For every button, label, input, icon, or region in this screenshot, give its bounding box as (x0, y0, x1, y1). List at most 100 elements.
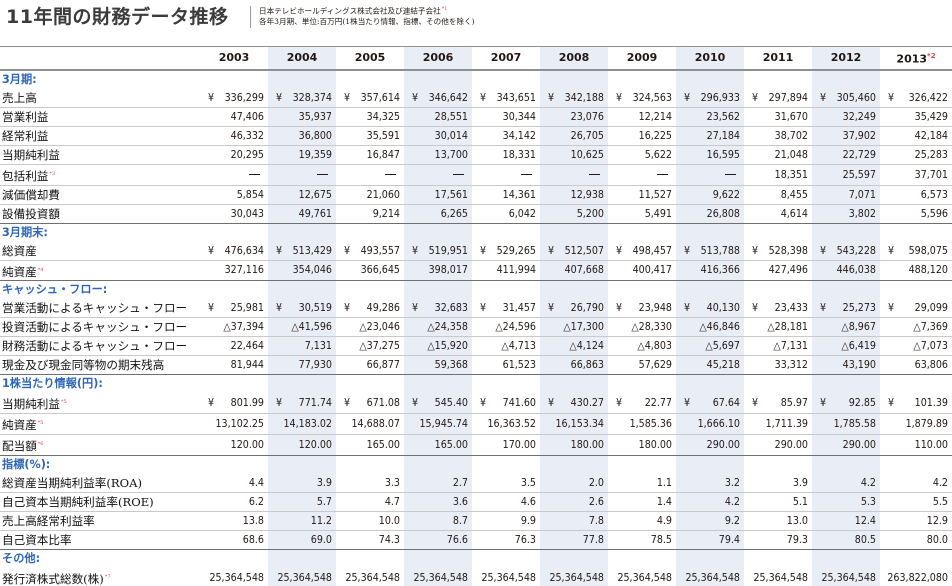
cell-value: 290.00 (706, 439, 740, 452)
row-label: 営業活動によるキャッシュ・フロー (0, 299, 200, 319)
table-cell: ¥343,651 (472, 88, 540, 108)
table-cell: ¥101.39 (880, 393, 952, 415)
table-cell: 411,994 (472, 260, 540, 282)
cell-value: 343,651 (496, 91, 536, 104)
cell-value: 26,705 (570, 129, 604, 142)
cell-value: 31,670 (774, 110, 808, 123)
cell-value: 18,351 (774, 168, 808, 181)
page-header: 11年間の財務データ推移 日本テレビホールディングス株式会社及び連結子会社*1 … (0, 0, 952, 46)
cell-value: 30,344 (502, 110, 536, 123)
page-subtitle: 日本テレビホールディングス株式会社及び連結子会社*1 各年3月期、単位:百万円(… (259, 4, 475, 27)
table-cell: 3.9 (744, 473, 812, 493)
table-cell: 5,622 (608, 145, 676, 165)
yen-symbol: ¥ (752, 397, 759, 410)
table-cell: 12,938 (540, 185, 608, 205)
cell-value: 327,116 (224, 264, 264, 277)
financial-data-table: 2003 2004 2005 2006 2007 2008 2009 2010 2011 2012… (0, 45, 952, 586)
cell-value: 2.6 (588, 495, 604, 508)
table-cell: ¥801.99 (200, 393, 268, 415)
row-label: 経常利益 (0, 126, 200, 146)
cell-value: 398,017 (428, 264, 468, 277)
table-cell: 68.6 (200, 530, 268, 550)
row-label-text: 経常利益 (2, 128, 49, 143)
table-cell: 26,705 (540, 126, 608, 146)
table-cell: ¥476,634 (200, 241, 268, 261)
year-header: 2004 (268, 45, 336, 71)
row-label-text: 設備投資額 (2, 206, 60, 221)
table-cell: 3,802 (812, 204, 880, 224)
table-cell: 398,017 (404, 260, 472, 282)
table-cell: △17,300 (540, 317, 608, 338)
yen-symbol: ¥ (548, 244, 555, 257)
table-cell: 165.00 (404, 434, 472, 456)
table-cell: ¥26,790 (540, 299, 608, 319)
year-header: 2007 (472, 45, 540, 71)
table-cell: 80.0 (880, 530, 952, 550)
cell-value: 69.0 (310, 533, 332, 546)
table-cell: △23,046 (336, 317, 404, 338)
cell-value: 25,273 (842, 302, 876, 315)
table-row: 当期純利益 20,295 19,359 16,847 13,700 18,331 10,62… (0, 145, 952, 165)
cell-value: 5,622 (644, 148, 672, 161)
yen-symbol: ¥ (616, 91, 623, 104)
cell-value: 35,429 (914, 110, 948, 123)
cell-value: 30,014 (434, 129, 468, 142)
cell-value: 263,822,080 (887, 571, 948, 584)
row-label: 設備投資額 (0, 204, 200, 224)
table-cell: 16,847 (336, 145, 404, 165)
cell-value: 180.00 (570, 439, 604, 452)
years-header-spacer (0, 45, 200, 71)
yen-symbol: ¥ (412, 91, 419, 104)
table-cell: 32,249 (812, 107, 880, 127)
cell-value: 407,668 (564, 264, 604, 277)
cell-value: 296,933 (700, 91, 740, 104)
cell-value: 34,325 (366, 110, 400, 123)
row-label-text: 売上高経常利益率 (2, 513, 95, 528)
cell-value: △7,369 (913, 321, 948, 334)
table-cell: 2.7 (404, 473, 472, 493)
table-cell: 34,142 (472, 126, 540, 146)
table-cell: ¥32,683 (404, 299, 472, 319)
cell-value: 290.00 (842, 439, 876, 452)
table-cell: 6,265 (404, 204, 472, 224)
cell-value: 801.99 (230, 397, 264, 410)
cell-value: 31,457 (502, 302, 536, 315)
yen-symbol: ¥ (684, 302, 691, 315)
table-cell: ¥297,894 (744, 88, 812, 108)
table-cell: ¥328,374 (268, 88, 336, 108)
cell-value: 21,048 (774, 148, 808, 161)
table-cell: 7.8 (540, 511, 608, 531)
table-cell: 1.4 (608, 492, 676, 512)
yen-symbol: ¥ (276, 397, 283, 410)
table-cell: 8,455 (744, 185, 812, 205)
row-label: 売上高経常利益率 (0, 511, 200, 531)
cell-value: 165.00 (434, 439, 468, 452)
cell-value: 8.7 (452, 514, 468, 527)
cell-value: 19,359 (298, 148, 332, 161)
table-cell: 354,046 (268, 260, 336, 282)
cell-value: 4.2 (724, 495, 740, 508)
cell-value: 37,701 (914, 168, 948, 181)
dash-mark (589, 174, 600, 176)
cell-value: △4,124 (569, 340, 604, 353)
table-cell: ¥741.60 (472, 393, 540, 415)
cell-value: 7,131 (304, 340, 332, 353)
table-cell: 8.7 (404, 511, 472, 531)
table-cell: 3.6 (404, 492, 472, 512)
cell-value: 25,364,548 (345, 571, 400, 584)
year-footnote-mark: *2 (927, 52, 936, 60)
cell-value: 78.5 (650, 533, 672, 546)
table-cell: 22,729 (812, 145, 880, 165)
table-row: 投資活動によるキャッシュ・フロー △37,394 △41,596 △23,046 △24… (0, 317, 952, 338)
cell-value: 11.2 (310, 514, 332, 527)
cell-value: 25,364,548 (753, 571, 808, 584)
cell-value: 4.7 (384, 495, 400, 508)
table-cell: △6,419 (812, 336, 880, 357)
table-cell: △5,697 (676, 336, 744, 357)
yen-symbol: ¥ (888, 244, 895, 257)
dash-mark (317, 174, 328, 176)
cell-value: 9.2 (724, 514, 740, 527)
table-cell: 35,429 (880, 107, 952, 127)
table-cell: △24,596 (472, 317, 540, 338)
table-cell: △24,358 (404, 317, 472, 338)
